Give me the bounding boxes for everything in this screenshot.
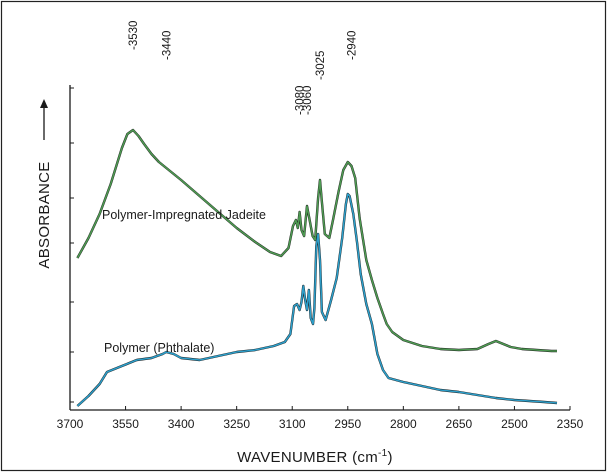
peak-label: -3025 <box>315 51 327 80</box>
peak-label: -3440 <box>161 31 173 60</box>
x-tick-label: 2500 <box>501 417 528 431</box>
x-tick-label: 3550 <box>112 417 139 431</box>
y-axis-title: ABSORBANCE <box>36 161 53 268</box>
plot-axes <box>69 85 571 411</box>
series-layer <box>76 128 558 407</box>
x-tick-label: 3700 <box>57 417 84 431</box>
x-axis-title: WAVENUMBER (cm-1) <box>237 448 393 466</box>
x-axis-title-superscript: -1 <box>378 448 388 459</box>
x-tick-label: 3400 <box>168 417 195 431</box>
x-tick-labels: 3700 3550 3400 3250 3100 2950 2800 2650 2500 2350 <box>57 417 584 431</box>
x-tick-label: 2350 <box>557 417 584 431</box>
series-label-phthalate: Polymer (Phthalate) <box>104 341 214 355</box>
x-tick-label: 2650 <box>446 417 473 431</box>
peak-labels: -3530 -3440 -3080-3060-3025 -2940 <box>128 21 359 115</box>
x-tick-label: 2950 <box>334 417 361 431</box>
peak-label: -2940 <box>346 31 358 60</box>
peak-label: -3080 <box>295 86 307 115</box>
x-axis-title-main: WAVENUMBER (cm <box>237 449 378 466</box>
x-tick-label: 3100 <box>279 417 306 431</box>
peak-label: -3530 <box>128 21 140 50</box>
series-line-1 <box>76 193 558 407</box>
x-tick-label: 3250 <box>223 417 250 431</box>
peak-label: -3060 <box>302 86 314 115</box>
x-axis-title-close: ) <box>388 449 393 466</box>
y-axis-arrow <box>40 99 48 140</box>
series-label-jadeite: Polymer-Impregnated Jadeite <box>102 208 266 222</box>
x-tick-label: 2800 <box>390 417 417 431</box>
series-line-0 <box>76 129 557 352</box>
